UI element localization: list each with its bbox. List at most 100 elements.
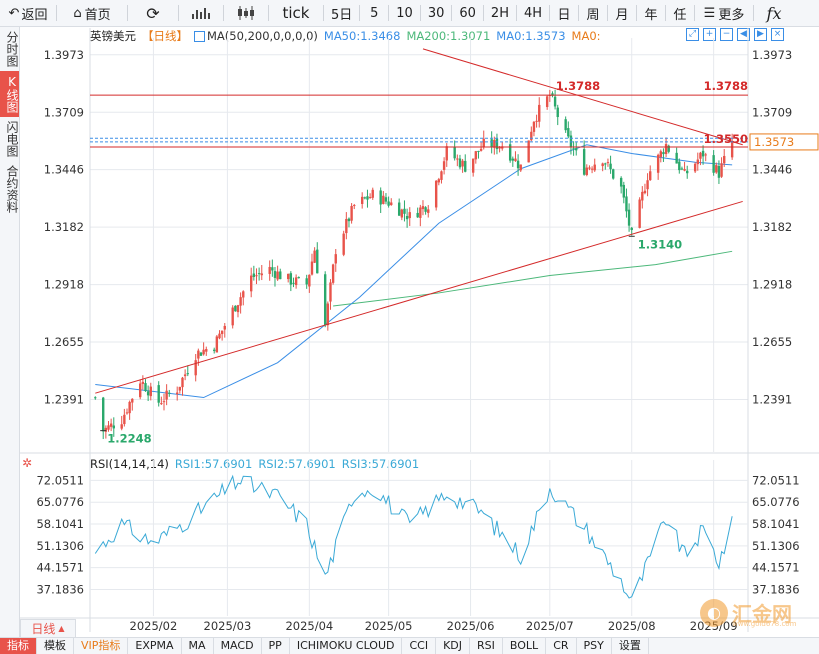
- divider: [451, 5, 453, 21]
- home-button[interactable]: ⌂ 首页: [73, 5, 111, 23]
- indicator-tab-8[interactable]: CCI: [402, 638, 437, 654]
- indicator-tab-3[interactable]: EXPMA: [128, 638, 182, 654]
- indicator-tab-9[interactable]: KDJ: [436, 638, 471, 654]
- indicator-tab-4[interactable]: MA: [182, 638, 214, 654]
- bar-chart-icon[interactable]: [179, 0, 223, 26]
- divider: [578, 5, 580, 21]
- candle-body: [286, 273, 290, 280]
- candle-body: [490, 139, 493, 148]
- divider: [268, 5, 269, 21]
- candle-body: [649, 171, 652, 181]
- y-axis: 1.3973 1.3973 1.3709 1.3709 1.3446 1.3446 1.31…: [44, 48, 793, 633]
- candle-body: [686, 170, 689, 174]
- divider: [549, 5, 551, 21]
- indicator-tab-6[interactable]: PP: [262, 638, 290, 654]
- sidebar-item-0[interactable]: 分时图: [5, 31, 19, 67]
- candle-body: [699, 152, 702, 159]
- period-9[interactable]: 月: [615, 7, 629, 23]
- candle-body: [371, 189, 374, 198]
- candle-body: [249, 275, 253, 292]
- indicator-tab-14[interactable]: 设置: [612, 638, 649, 654]
- period-0[interactable]: 5日: [331, 7, 353, 23]
- period-label: 【日线】: [142, 29, 188, 43]
- candle-body: [400, 209, 404, 218]
- close-icon[interactable]: ×: [771, 28, 784, 41]
- ma-params[interactable]: MA(50,200,0,0,0,0): [194, 29, 318, 43]
- divider: [388, 5, 390, 21]
- period-8[interactable]: 周: [586, 7, 600, 23]
- back-button[interactable]: ↶ 返回: [8, 5, 48, 23]
- candle-body: [564, 119, 567, 131]
- ma-legend: 英镑美元 【日线】 MA(50,200,0,0,0,0) MA50:1.3468…: [90, 28, 601, 44]
- period-select[interactable]: 日线 ▲: [20, 619, 76, 638]
- rsi-settings-icon[interactable]: ✲: [22, 456, 33, 470]
- candle-body: [678, 161, 681, 171]
- candle-body: [553, 96, 557, 107]
- divider: [636, 5, 638, 21]
- refresh-icon[interactable]: ⟳: [146, 3, 160, 23]
- period-tick[interactable]: tick: [282, 4, 310, 22]
- candle-body: [593, 164, 596, 171]
- shift-left-icon[interactable]: ◀: [737, 28, 750, 41]
- formula-button[interactable]: fx: [766, 3, 782, 23]
- candle-body: [434, 180, 438, 208]
- candle-body: [342, 233, 345, 255]
- sidebar-item-2[interactable]: 闪电图: [5, 121, 19, 157]
- indicator-tab-1[interactable]: 模板: [37, 638, 74, 654]
- period-11[interactable]: 任: [673, 7, 687, 23]
- candle-body: [112, 425, 115, 429]
- period-10[interactable]: 年: [644, 7, 658, 23]
- zoom-out-icon[interactable]: −: [720, 28, 733, 41]
- indicator-tab-7[interactable]: ICHIMOKU CLOUD: [290, 638, 403, 654]
- period-4[interactable]: 60: [459, 5, 476, 21]
- candle-body: [297, 277, 300, 279]
- indicator-tab-0[interactable]: 指标: [0, 638, 37, 654]
- candle-body: [94, 397, 97, 399]
- sidebar-item-3[interactable]: 合约资料: [5, 165, 19, 213]
- candle-body: [532, 121, 536, 132]
- period-3[interactable]: 30: [427, 5, 445, 21]
- period-7[interactable]: 日: [557, 7, 571, 23]
- indicator-tab-11[interactable]: BOLL: [503, 638, 547, 654]
- candle-body: [453, 147, 456, 159]
- divider: [753, 5, 755, 21]
- indicator-tab-13[interactable]: PSY: [577, 638, 612, 654]
- trendline: [95, 200, 743, 394]
- candle-body: [199, 352, 203, 356]
- candle-body: [693, 163, 697, 172]
- indicator-tab-5[interactable]: MACD: [214, 638, 262, 654]
- candle-body: [323, 274, 327, 326]
- candle-body: [424, 207, 427, 212]
- period-6[interactable]: 4H: [523, 5, 543, 21]
- divider: [56, 5, 57, 21]
- candle-body: [157, 385, 160, 403]
- trend-lines: [90, 48, 748, 394]
- candle-body: [530, 131, 533, 141]
- candle-body: [390, 202, 393, 206]
- shift-right-icon[interactable]: ▶: [754, 28, 767, 41]
- y-tick-label: 1.2918: [752, 278, 792, 292]
- candle-body: [213, 349, 216, 351]
- indicator-tab-12[interactable]: CR: [546, 638, 577, 654]
- candle-body: [236, 305, 240, 313]
- candlestick-icon[interactable]: [224, 0, 268, 26]
- indicator-tab-2[interactable]: VIP指标: [74, 638, 129, 654]
- candle-body: [667, 145, 670, 152]
- zoom-in-icon[interactable]: +: [703, 28, 716, 41]
- rsi-params: RSI(14,14,14): [90, 457, 169, 471]
- candle-body: [625, 196, 628, 212]
- candle-body: [405, 215, 409, 220]
- sidebar-item-1[interactable]: K线图: [0, 71, 19, 117]
- indicator-bar: 指标 模板 VIP指标 EXPMA MA MACD PP ICHIMOKU CLOUD CCI K…: [0, 637, 819, 654]
- indicator-tab-10[interactable]: RSI: [470, 638, 503, 654]
- candle-body: [149, 386, 152, 397]
- watermark: ◐ 汇金网 www.gold678.com: [700, 598, 796, 628]
- period-1[interactable]: 5: [370, 5, 379, 21]
- expand-icon[interactable]: ⤢: [686, 28, 699, 41]
- rsi-tick-label: 72.0511: [752, 473, 800, 487]
- more-button[interactable]: ☰ 更多: [703, 5, 745, 23]
- period-2[interactable]: 10: [396, 5, 413, 21]
- candle-body: [622, 184, 625, 198]
- candle-body: [360, 196, 364, 204]
- period-5[interactable]: 2H: [490, 5, 509, 21]
